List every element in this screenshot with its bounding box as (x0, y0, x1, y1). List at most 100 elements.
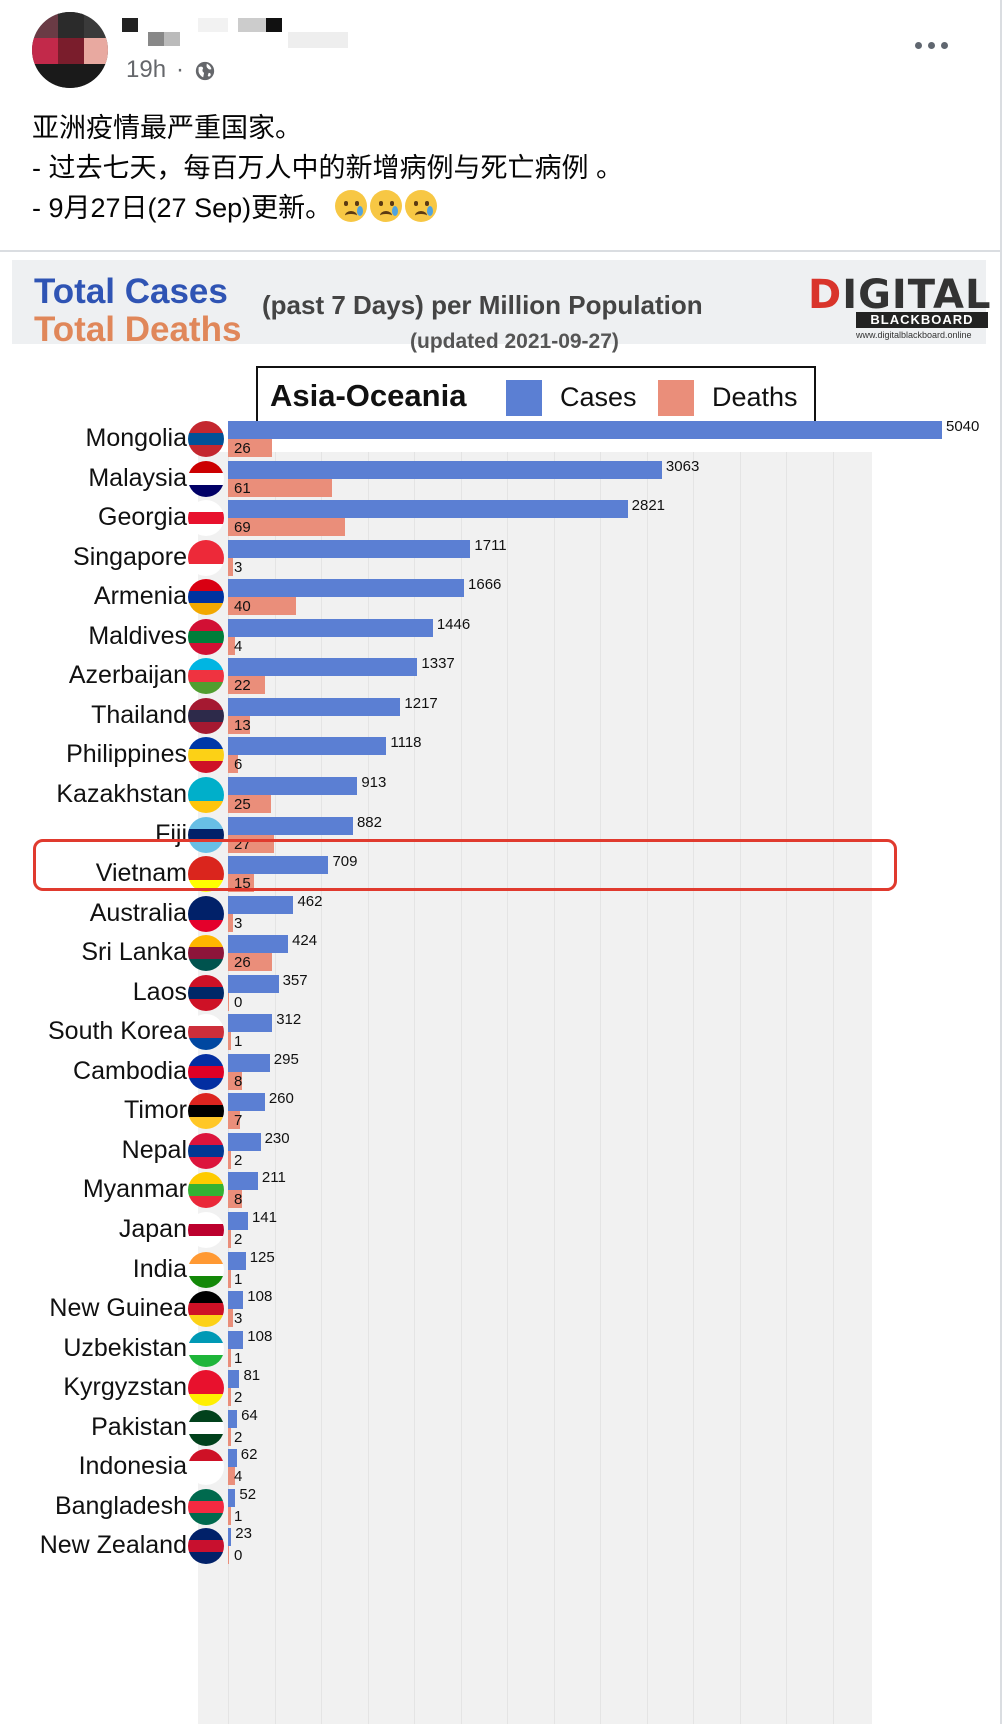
chart-row: Indonesia 62 4 (0, 1444, 1000, 1487)
post-line-with-emoji: - 9月27日(27 Sep)更新。 (32, 188, 972, 228)
cases-value-label: 108 (247, 1288, 273, 1306)
gridline (414, 452, 415, 1724)
deaths-bar (228, 518, 346, 537)
chart-row: Japan 141 2 (0, 1207, 1000, 1250)
deaths-bar (228, 1190, 242, 1209)
armenia-flag-icon (188, 579, 224, 616)
author-name-redacted[interactable] (118, 14, 356, 50)
sri-lanka-flag-icon (188, 935, 224, 972)
thailand-flag-icon (188, 697, 224, 734)
chart-row: New Guinea 108 3 (0, 1286, 1000, 1329)
cases-bar (228, 697, 401, 716)
cases-bar (228, 658, 418, 677)
cases-value-label: 3063 (665, 457, 700, 475)
post-time[interactable]: 19h (126, 56, 167, 83)
cases-value-label: 1711 (474, 536, 507, 554)
globe-icon[interactable] (194, 60, 216, 82)
cases-value-label: 108 (247, 1327, 273, 1345)
country-label: Kazakhstan (56, 779, 187, 808)
cases-value-label: 424 (292, 932, 318, 950)
chart-row: Fiji 882 27 (0, 812, 1000, 855)
country-label: New Guinea (49, 1294, 187, 1323)
time-separator: · (176, 56, 184, 83)
country-label: Nepal (121, 1135, 187, 1164)
cases-bar (228, 1291, 244, 1310)
kyrgyzstan-flag-icon (188, 1370, 224, 1407)
philippines-flag-icon (188, 737, 224, 774)
cases-value-label: 64 (241, 1406, 258, 1424)
deaths-bar (228, 478, 332, 497)
cases-bar (228, 895, 294, 914)
cases-value-label: 81 (243, 1367, 261, 1385)
chart-row: Myanmar 211 8 (0, 1167, 1000, 1210)
cases-value-label: 462 (297, 892, 323, 910)
cases-value-label: 1666 (468, 576, 502, 594)
chart-row: Thailand 1217 13 (0, 693, 1000, 736)
country-label: Indonesia (78, 1452, 187, 1481)
deaths-bar (228, 1111, 240, 1130)
deaths-bar (228, 557, 234, 576)
crying-face-icon (370, 190, 403, 222)
country-label: Philippines (66, 740, 187, 769)
country-label: Azerbaijan (68, 661, 187, 690)
more-options-button[interactable] (912, 30, 952, 60)
cambodia-flag-icon (188, 1053, 224, 1090)
deaths-value-label: 3 (234, 1310, 243, 1328)
new-guinea-flag-icon (188, 1291, 224, 1328)
chart-row: Azerbaijan 1337 22 (0, 653, 1000, 696)
chart-row: New Zealand 23 0 (0, 1523, 1000, 1566)
gridline (832, 452, 834, 1724)
india-flag-icon (188, 1251, 224, 1288)
indonesia-flag-icon (188, 1449, 224, 1486)
laos-flag-icon (188, 974, 224, 1011)
pakistan-flag-icon (188, 1409, 224, 1446)
gridline (600, 452, 601, 1724)
cases-value-label: 709 (332, 853, 358, 871)
chart-updated-date: (updated 2021-09-27) (410, 330, 619, 353)
australia-flag-icon (188, 895, 224, 932)
cases-value-label: 1118 (390, 734, 422, 752)
malaysia-flag-icon (188, 460, 224, 497)
cases-bar (228, 1449, 237, 1468)
maldives-flag-icon (188, 618, 224, 655)
legend-label-cases: Cases (560, 382, 637, 412)
mongolia-flag-icon (188, 421, 224, 457)
chart-row: Malaysia 3063 61 (0, 456, 1000, 499)
cases-value-label: 1446 (436, 615, 471, 633)
cases-bar (228, 1053, 270, 1072)
cases-bar (228, 816, 353, 835)
country-label: Myanmar (82, 1175, 187, 1204)
deaths-value-label: 8 (234, 1191, 243, 1209)
country-label: Malaysia (88, 463, 187, 492)
deaths-bar (228, 1071, 242, 1090)
country-label: Vietnam (95, 859, 187, 888)
cases-bar (228, 1093, 265, 1112)
deaths-bar (228, 1348, 231, 1367)
post-image-chart[interactable]: Total Cases Total Deaths (past 7 Days) p… (0, 252, 1000, 1724)
legend-title: Asia-Oceania (270, 378, 467, 413)
chart-row: Kazakhstan 913 25 (0, 772, 1000, 815)
cases-value-label: 230 (264, 1129, 290, 1147)
chart-row: Australia 462 3 (0, 891, 1000, 934)
deaths-value-label: 22 (234, 677, 251, 695)
country-label: Mongolia (85, 424, 187, 452)
post-body: 亚洲疫情最严重国家。 - 过去七天，每百万人中的新增病例与死亡病例 。 - 9月… (32, 108, 972, 228)
gridline (739, 452, 741, 1724)
logo-initial: D (808, 272, 843, 318)
cases-value-label: 2821 (631, 497, 666, 515)
chart-row: Vietnam 709 15 (0, 851, 1000, 894)
cases-value-label: 357 (282, 971, 308, 989)
avatar[interactable] (32, 12, 108, 88)
country-label: Georgia (98, 503, 187, 532)
cases-value-label: 52 (239, 1485, 257, 1503)
deaths-value-label: 0 (234, 1547, 243, 1565)
chart-row: South Korea 312 1 (0, 1009, 1000, 1052)
deaths-value-label: 4 (234, 1468, 243, 1486)
chart-title: (past 7 Days) per Million Population (262, 290, 703, 320)
deaths-value-label: 1 (234, 1033, 243, 1051)
chart-row: Laos 357 0 (0, 970, 1000, 1013)
chart-row: Bangladesh 52 1 (0, 1484, 1000, 1527)
deaths-bar (228, 1467, 235, 1486)
gridline (321, 452, 322, 1724)
deaths-bar (228, 1309, 234, 1328)
